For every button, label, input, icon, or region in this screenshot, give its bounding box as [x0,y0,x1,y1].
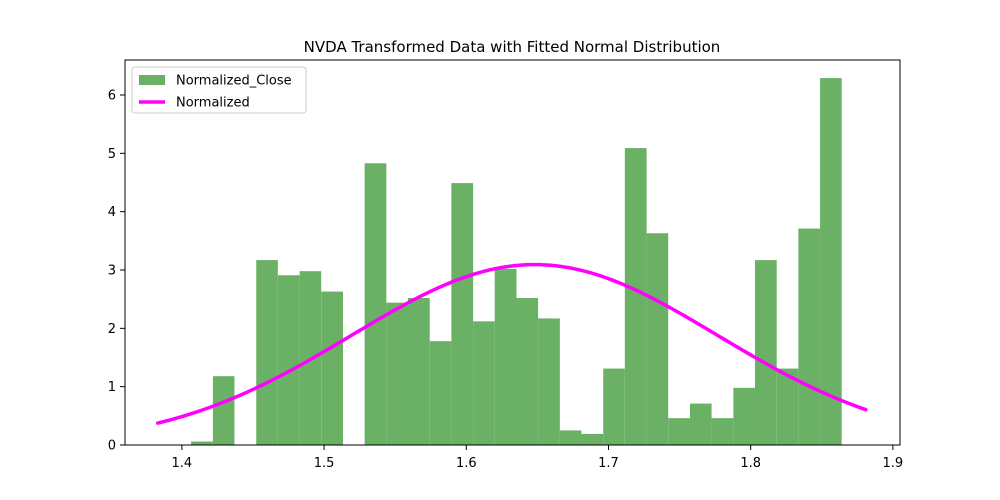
legend: Normalized_Close Normalized [131,66,307,114]
histogram-bar [516,298,539,445]
histogram-bar [711,418,734,445]
histogram-bar [212,376,235,445]
y-tick-label: 2 [108,322,116,337]
histogram-bar [277,275,300,445]
plot-frame [124,59,901,446]
y-tick-label: 5 [108,147,116,162]
x-axis-ticks: 1.4 1.5 1.6 1.7 1.8 1.9 [172,445,904,471]
histogram-bar [820,78,842,445]
histogram-bar [581,433,604,445]
histogram-bar [429,341,452,445]
y-tick-label: 4 [108,205,116,220]
y-tick-label: 3 [108,264,116,279]
histogram-bar [407,298,430,445]
histogram-bar [386,302,408,445]
x-tick-label: 1.9 [883,456,904,471]
histogram-bar [191,441,213,445]
histogram-bars [191,78,842,445]
y-tick-label: 0 [108,439,116,454]
legend-label: Normalized_Close [176,74,292,89]
histogram-bar [538,318,560,445]
histogram-bar [733,387,755,445]
histogram-bar [689,403,712,445]
fitted-curve-layer [155,262,868,425]
chart-title: NVDA Transformed Data with Fitted Normal… [304,38,721,56]
histogram-bar [494,268,517,445]
histogram-bar [668,418,690,445]
histogram-bar [321,291,343,445]
y-axis-ticks: 0 1 2 3 4 5 6 [108,89,125,454]
fitted-normal-curve [155,262,868,425]
histogram-bar [559,430,582,445]
histogram-bar [798,228,821,445]
legend-swatch-bar [139,75,165,85]
histogram-bar [451,183,474,445]
y-tick-label: 6 [108,89,116,104]
x-tick-label: 1.8 [740,456,761,471]
x-tick-label: 1.4 [172,456,193,471]
histogram-bar [473,321,495,445]
x-tick-label: 1.6 [456,456,477,471]
histogram-bar [624,148,647,445]
legend-box [131,66,307,114]
histogram-bar [646,233,669,445]
x-tick-label: 1.7 [598,456,619,471]
histogram-bar [754,260,777,445]
histogram-bar [603,368,625,445]
legend-label: Normalized [176,96,250,111]
y-tick-label: 1 [108,380,116,395]
histogram-bar [364,163,387,445]
histogram-bar [256,260,278,445]
x-tick-label: 1.5 [314,456,335,471]
histogram-bar [776,368,799,445]
